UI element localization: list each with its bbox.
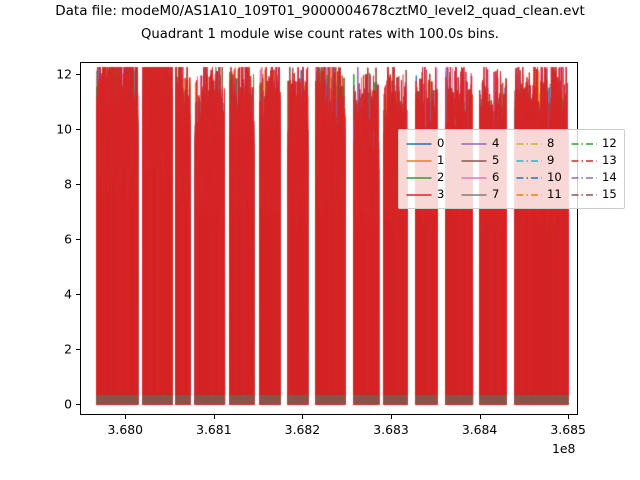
legend-label-12: 12 [602, 135, 617, 150]
plot-axes: 0 1 2 3 4 5 6 7 8 9 10 11 12 13 14 15 [80, 62, 625, 415]
legend-item-13[interactable]: 13 [571, 152, 617, 169]
x-axis-offset-text: 1e8 [552, 441, 576, 456]
legend-label-8: 8 [547, 135, 555, 150]
legend-swatch-8 [516, 138, 542, 149]
legend-swatch-15 [571, 189, 597, 200]
y-tick-mark [76, 239, 80, 241]
legend-label-4: 4 [492, 135, 500, 150]
legend-item-6[interactable]: 6 [461, 169, 507, 186]
legend-item-10[interactable]: 10 [516, 169, 562, 186]
y-tick-mark [76, 294, 80, 296]
y-tick-label: 12 [56, 66, 72, 82]
legend-swatch-13 [571, 155, 597, 166]
y-tick-label: 4 [64, 286, 72, 302]
legend-item-8[interactable]: 8 [516, 135, 562, 152]
legend-item-14[interactable]: 14 [571, 169, 617, 186]
y-tick-label: 10 [56, 121, 72, 137]
legend-label-9: 9 [547, 152, 555, 167]
legend-item-12[interactable]: 12 [571, 135, 617, 152]
legend-swatch-12 [571, 138, 597, 149]
legend-label-13: 13 [602, 152, 617, 167]
x-tick-mark [125, 415, 127, 419]
y-tick-mark [76, 184, 80, 186]
y-tick-mark [76, 129, 80, 131]
legend-entries: 0 1 2 3 4 5 6 7 8 9 10 11 12 13 14 15 [406, 135, 617, 203]
legend-label-15: 15 [602, 186, 617, 201]
y-tick-mark [76, 74, 80, 75]
legend-item-9[interactable]: 9 [516, 152, 562, 169]
legend-label-0: 0 [437, 135, 445, 150]
legend-item-5[interactable]: 5 [461, 152, 507, 169]
legend-swatch-3 [406, 189, 432, 200]
legend-box[interactable]: 0 1 2 3 4 5 6 7 8 9 10 11 12 13 14 15 [398, 129, 625, 209]
legend-label-2: 2 [437, 169, 445, 184]
x-tick-label: 3.681 [196, 422, 232, 437]
x-tick-label: 3.682 [284, 422, 321, 437]
y-tick-label: 2 [64, 341, 72, 357]
legend-item-3[interactable]: 3 [406, 186, 452, 203]
legend-swatch-10 [516, 172, 542, 183]
legend-label-11: 11 [547, 186, 562, 201]
legend-item-0[interactable]: 0 [406, 135, 452, 152]
x-tick-mark [302, 415, 304, 419]
figure-suptitle: Data file: modeM0/AS1A10_109T01_90000046… [55, 3, 585, 19]
x-tick-label: 3.683 [373, 422, 409, 437]
y-tick-label: 0 [64, 396, 72, 412]
legend-item-2[interactable]: 2 [406, 169, 452, 186]
legend-swatch-9 [516, 155, 542, 166]
y-tick-label: 6 [64, 231, 72, 247]
legend-item-1[interactable]: 1 [406, 152, 452, 169]
legend-swatch-2 [406, 172, 432, 183]
legend-swatch-11 [516, 189, 542, 200]
y-tick-label: 8 [64, 176, 72, 192]
legend-label-3: 3 [437, 186, 445, 201]
y-tick-mark [76, 349, 80, 351]
legend-swatch-7 [461, 189, 487, 200]
x-tick-mark [213, 415, 215, 419]
legend-label-5: 5 [492, 152, 500, 167]
legend-swatch-5 [461, 155, 487, 166]
legend-item-4[interactable]: 4 [461, 135, 507, 152]
legend-label-6: 6 [492, 169, 500, 184]
legend-item-11[interactable]: 11 [516, 186, 562, 203]
legend-label-14: 14 [602, 169, 617, 184]
legend-swatch-14 [571, 172, 597, 183]
legend-swatch-1 [406, 155, 432, 166]
x-tick-label: 3.685 [550, 422, 586, 437]
legend-item-15[interactable]: 15 [571, 186, 617, 203]
legend-label-1: 1 [437, 152, 445, 167]
y-tick-mark [76, 404, 80, 406]
legend-label-7: 7 [492, 186, 500, 201]
legend-swatch-6 [461, 172, 487, 183]
x-tick-label: 3.680 [107, 422, 144, 437]
x-tick-mark [568, 415, 570, 419]
axes-title: Quadrant 1 module wise count rates with … [141, 27, 499, 42]
legend-label-10: 10 [547, 169, 562, 184]
legend-swatch-4 [461, 138, 487, 149]
x-tick-mark [479, 415, 481, 419]
legend-swatch-0 [406, 138, 432, 149]
x-tick-mark [391, 415, 392, 419]
x-tick-label: 3.684 [461, 422, 498, 437]
series-plot-canvas [81, 63, 577, 414]
legend-item-7[interactable]: 7 [461, 186, 507, 203]
